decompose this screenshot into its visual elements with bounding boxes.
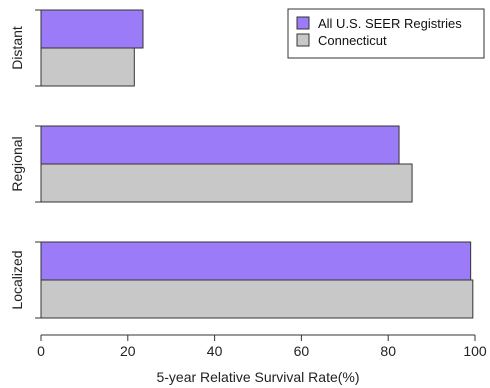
legend: All U.S. SEER Registries Connecticut [287,8,485,59]
x-tick-label: 40 [207,343,223,359]
x-axis-title: 5-year Relative Survival Rate(%) [156,369,359,385]
x-tick-label: 80 [380,343,396,359]
legend-swatch-connecticut [296,33,310,47]
bar-distant-all-u-s-seer-registries [40,9,144,49]
bar-regional-connecticut [40,163,413,203]
x-tick-label: 0 [37,343,45,359]
y-category-label-distant: Distant [9,26,25,70]
bar-localized-all-u-s-seer-registries [40,241,472,281]
legend-label-connecticut: Connecticut [318,33,387,48]
y-axis: Distant Regional Localized [9,9,41,319]
bars-layer [40,9,474,319]
x-axis: 0 20 40 60 80 100 [37,334,487,359]
y-category-label-localized: Localized [9,250,25,309]
bar-distant-connecticut [40,47,135,87]
legend-box [287,8,485,59]
bar-regional-all-u-s-seer-registries [40,125,400,165]
x-tick-label: 100 [463,343,487,359]
bar-localized-connecticut [40,279,474,319]
y-category-label-regional: Regional [9,136,25,191]
x-tick-label: 20 [120,343,136,359]
legend-swatch-all-u-s-seer-registries [296,16,310,30]
x-tick-label: 60 [294,343,310,359]
legend-label-all-u-s-seer-registries: All U.S. SEER Registries [318,16,462,31]
